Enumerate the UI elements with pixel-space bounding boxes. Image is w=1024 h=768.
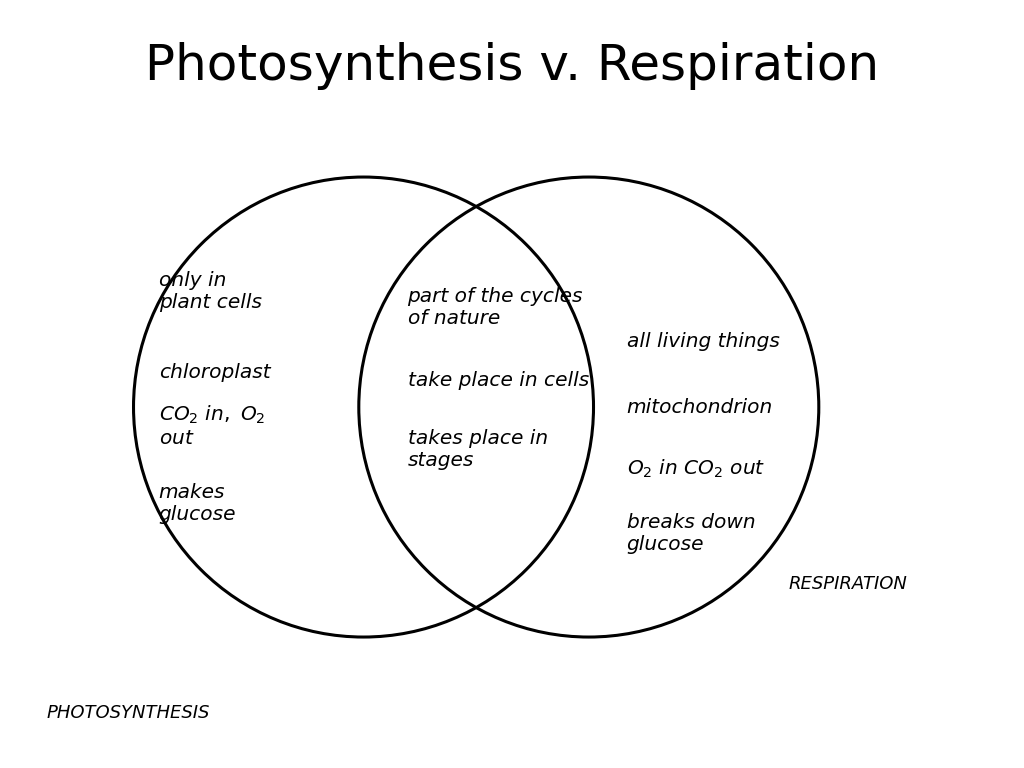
Text: take place in cells: take place in cells <box>408 371 589 389</box>
Text: part of the cycles
of nature: part of the cycles of nature <box>408 286 583 328</box>
Text: takes place in
stages: takes place in stages <box>408 429 548 470</box>
Text: $\it{O}_{\it{2}}\ \it{in}\ \it{CO}_{\it{2}}\ \it{out}$: $\it{O}_{\it{2}}\ \it{in}\ \it{CO}_{\it{… <box>627 457 765 480</box>
Text: breaks down
glucose: breaks down glucose <box>627 513 756 554</box>
Text: mitochondrion: mitochondrion <box>627 398 773 416</box>
Text: $\it{CO}_{\it{2}}\ \it{in,}\ \it{O}_{\it{2}}$
$\it{out}$: $\it{CO}_{\it{2}}\ \it{in,}\ \it{O}_{\it… <box>159 404 265 449</box>
Text: makes
glucose: makes glucose <box>159 482 237 524</box>
Text: PHOTOSYNTHESIS: PHOTOSYNTHESIS <box>46 703 210 722</box>
Text: chloroplast: chloroplast <box>159 363 270 382</box>
Text: Photosynthesis v. Respiration: Photosynthesis v. Respiration <box>145 42 879 91</box>
Text: only in
plant cells: only in plant cells <box>159 271 262 313</box>
Text: all living things: all living things <box>627 333 779 351</box>
Text: RESPIRATION: RESPIRATION <box>788 574 907 593</box>
